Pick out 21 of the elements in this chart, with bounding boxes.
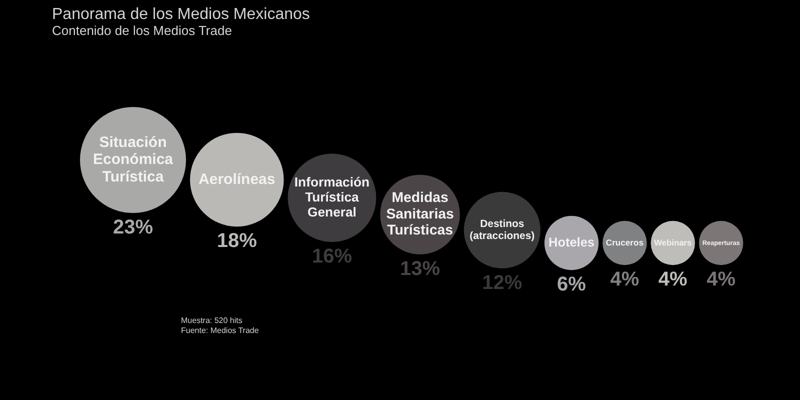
category-label: Destinos (atracciones) [470, 219, 535, 242]
data-label: 12% [482, 272, 522, 294]
data-label: 4% [706, 268, 736, 291]
text: Panorama de los Medios Mexicanos [52, 6, 310, 24]
category-label: Situación Económica Turística [92, 134, 174, 186]
data-label: 4% [610, 268, 640, 291]
data-label: 6% [557, 274, 586, 296]
category-label: Webinars [654, 237, 692, 248]
category-label: Cruceros [606, 237, 644, 248]
data-label: 18% [216, 230, 258, 252]
text: Contenido de los Medios Trade [52, 23, 232, 38]
data-label: 13% [400, 258, 440, 280]
category-label: Hoteles [548, 234, 594, 250]
text: Muestra: 520 hits [181, 316, 244, 326]
category-label: Medidas Sanitarias Turísticas [386, 190, 454, 239]
category-label: Aerolíneas [198, 170, 276, 188]
data-label: 4% [658, 268, 688, 291]
source-note: Fuente: Medios Trade [181, 326, 259, 336]
data-label: 16% [312, 246, 352, 268]
category-label: Información Turística General [294, 174, 370, 220]
data-label: 23% [112, 216, 154, 239]
